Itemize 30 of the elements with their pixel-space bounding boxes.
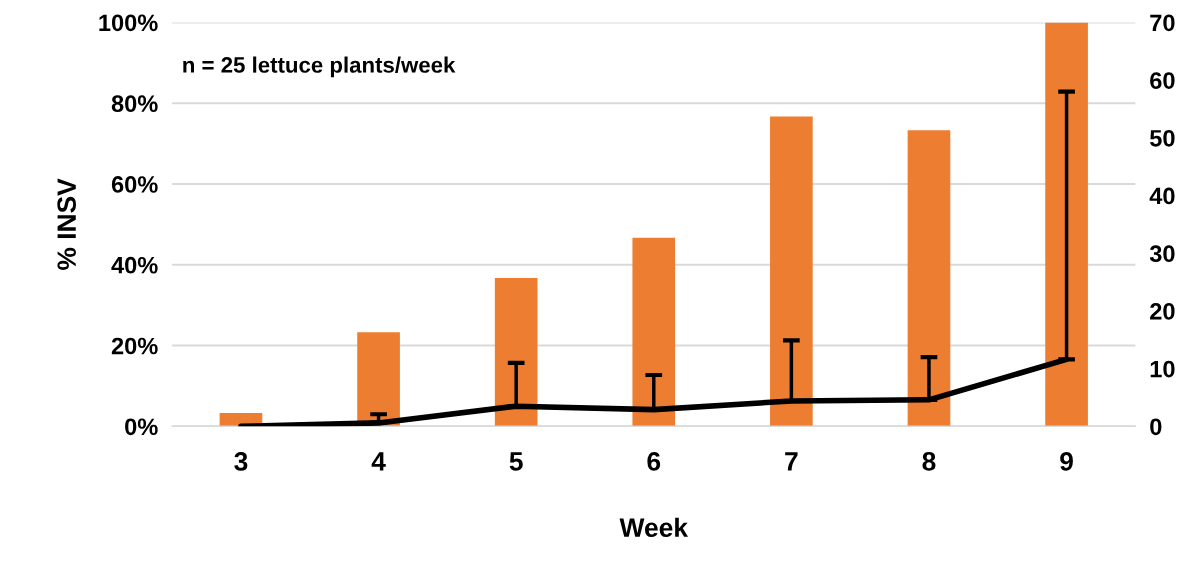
y-tick-label: 40% (111, 256, 158, 274)
x-axis-title: Week (619, 517, 689, 538)
bar (907, 130, 951, 427)
x-tick-label: 4 (371, 452, 386, 471)
y-tick-label: 0% (125, 418, 158, 436)
bar (1045, 22, 1088, 427)
bar (357, 332, 400, 427)
y2-tick-label: 40 (1149, 187, 1175, 205)
y2-tick-label: 30 (1149, 245, 1175, 263)
y2-tick-label: 60 (1150, 72, 1175, 89)
x-tick-label: 3 (234, 452, 248, 471)
y-axis-title: % INSV (57, 178, 77, 270)
y-tick-label: 80% (111, 95, 158, 113)
y-tick-label: 20% (111, 337, 158, 355)
y-tick-label: 100% (99, 14, 158, 32)
y2-tick-label: 50 (1149, 129, 1175, 147)
x-tick-label: 8 (922, 452, 936, 471)
x-tick-label: 9 (1060, 452, 1073, 471)
y2-tick-label: 0 (1150, 418, 1162, 436)
x-tick-label: 6 (647, 452, 661, 471)
y2-tick-label: 10 (1150, 360, 1175, 378)
x-tick-label: 5 (509, 452, 523, 471)
y-tick-label: 60% (111, 176, 158, 193)
y2-tick-label: 70 (1150, 14, 1175, 32)
bar (494, 278, 538, 427)
annotation: n = 25 lettuce plants/week (183, 56, 456, 78)
x-tick-label: 7 (785, 452, 798, 471)
bar (770, 116, 813, 427)
y2-tick-label: 20 (1150, 303, 1175, 320)
bar (632, 237, 676, 427)
